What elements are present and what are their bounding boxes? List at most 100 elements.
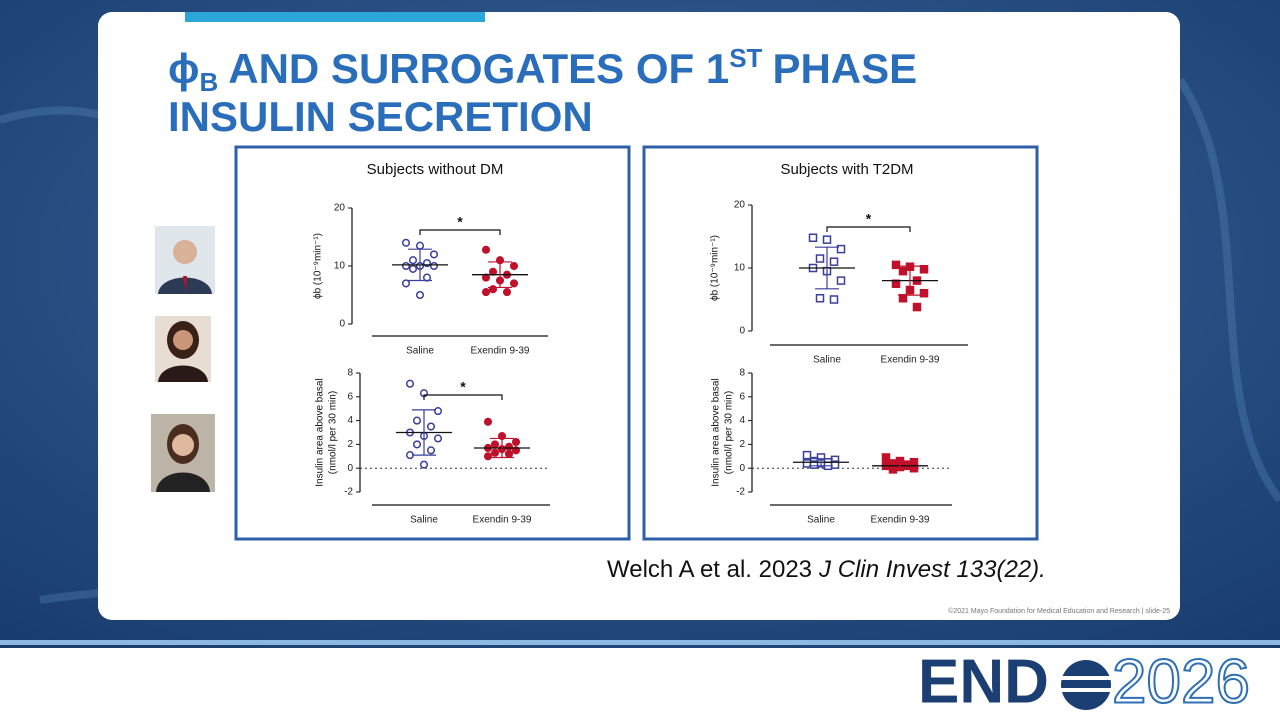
y-tick-label: -2	[736, 487, 745, 498]
data-point	[912, 302, 922, 312]
data-point	[405, 379, 415, 388]
data-point	[433, 434, 443, 443]
data-point	[426, 422, 436, 431]
divider	[0, 640, 1280, 645]
data-point	[426, 446, 436, 455]
data-point	[401, 261, 411, 271]
y-tick-label: -2	[344, 487, 353, 498]
y-tick-label: 8	[739, 368, 745, 379]
y-axis-label: Insulin area above basal	[315, 378, 326, 486]
y-tick-label: 6	[739, 391, 745, 402]
data-point	[419, 460, 429, 469]
citation-authors: Welch A et al. 2023	[607, 556, 812, 583]
significance-label: *	[866, 211, 872, 227]
y-axis-label: Insulin area above basal	[711, 378, 722, 486]
y-tick-label: 2	[347, 439, 353, 450]
y-tick-label: 4	[739, 415, 745, 426]
data-point	[891, 279, 901, 288]
data-point	[502, 288, 512, 297]
y-tick-label: 0	[347, 463, 353, 474]
citation-journal: J Clin Invest 133(22).	[818, 556, 1046, 583]
y-axis-label: (nmol/l per 30 min)	[328, 391, 339, 474]
y-axis-label: ϕb (10⁻⁹min⁻¹)	[313, 233, 324, 299]
data-point	[802, 450, 812, 460]
logo-right: 2026	[1112, 647, 1250, 716]
x-tick-label: Saline	[410, 515, 438, 526]
data-point	[412, 416, 422, 425]
data-point	[408, 256, 418, 265]
data-point	[415, 290, 425, 300]
title-subscript: B	[199, 67, 218, 97]
title-text: AND SURROGATES OF 1	[228, 45, 729, 92]
data-point	[415, 241, 425, 250]
y-tick-label: 6	[347, 391, 353, 402]
data-point	[815, 254, 825, 263]
data-point	[822, 235, 832, 244]
x-tick-label: Exendin 9-39	[881, 355, 940, 366]
data-point	[898, 293, 908, 303]
x-tick-label: Exendin 9-39	[473, 515, 532, 526]
panel-frame	[642, 145, 1039, 541]
data-point	[836, 244, 846, 254]
significance-bracket	[419, 229, 501, 235]
data-point	[481, 288, 491, 297]
data-point	[433, 407, 443, 416]
photo	[155, 226, 215, 294]
photo	[151, 414, 215, 492]
significance-label: *	[457, 214, 463, 230]
y-tick-label: 4	[347, 415, 353, 426]
y-tick-label: 20	[734, 200, 746, 211]
citation: Welch A et al. 2023 J Clin Invest 133(22)…	[607, 556, 1046, 583]
x-tick-label: Saline	[807, 515, 835, 526]
data-point	[815, 293, 825, 303]
data-point	[490, 448, 500, 457]
data-point	[504, 449, 514, 458]
data-point	[481, 245, 491, 254]
panel-frame	[234, 145, 631, 541]
title-text: PHASE	[772, 45, 917, 92]
x-tick-label: Saline	[813, 355, 841, 366]
data-point	[509, 261, 519, 271]
panel-title: Subjects without DM	[367, 161, 504, 178]
y-tick-label: 20	[334, 203, 346, 214]
data-point	[836, 276, 846, 285]
data-point	[401, 238, 411, 247]
data-point	[808, 233, 818, 243]
y-tick-label: 0	[739, 326, 745, 337]
photo	[155, 316, 211, 382]
data-point	[509, 279, 519, 288]
y-tick-label: 0	[339, 319, 345, 330]
data-point	[829, 295, 839, 304]
data-point	[408, 264, 418, 273]
data-point	[429, 250, 439, 259]
significance-label: *	[460, 379, 466, 395]
data-point	[490, 440, 500, 449]
data-point	[919, 265, 929, 274]
data-point	[511, 437, 521, 447]
data-point	[881, 453, 891, 462]
slide-title: ϕB AND SURROGATES OF 1ST PHASE	[168, 43, 917, 97]
y-tick-label: 0	[739, 463, 745, 474]
data-point	[891, 260, 901, 270]
footer: ©2021 Mayo Foundation for Medical Educat…	[948, 607, 1170, 615]
data-point	[898, 266, 908, 276]
y-tick-label: 2	[739, 439, 745, 450]
data-point	[919, 288, 929, 298]
data-point	[511, 446, 521, 455]
y-tick-label: 10	[734, 263, 746, 274]
logo-globe	[1060, 660, 1112, 710]
data-point	[504, 442, 514, 451]
data-point	[809, 460, 819, 469]
x-tick-label: Exendin 9-39	[871, 515, 930, 526]
data-point	[429, 261, 439, 271]
data-point	[401, 279, 411, 288]
x-tick-label: Exendin 9-39	[471, 346, 530, 357]
title-symbol: ϕ	[168, 45, 199, 92]
y-tick-label: 10	[334, 261, 346, 272]
data-point	[483, 417, 493, 426]
data-point	[829, 257, 839, 266]
panel-title: Subjects with T2DM	[780, 161, 913, 178]
accent-bar	[185, 12, 485, 22]
